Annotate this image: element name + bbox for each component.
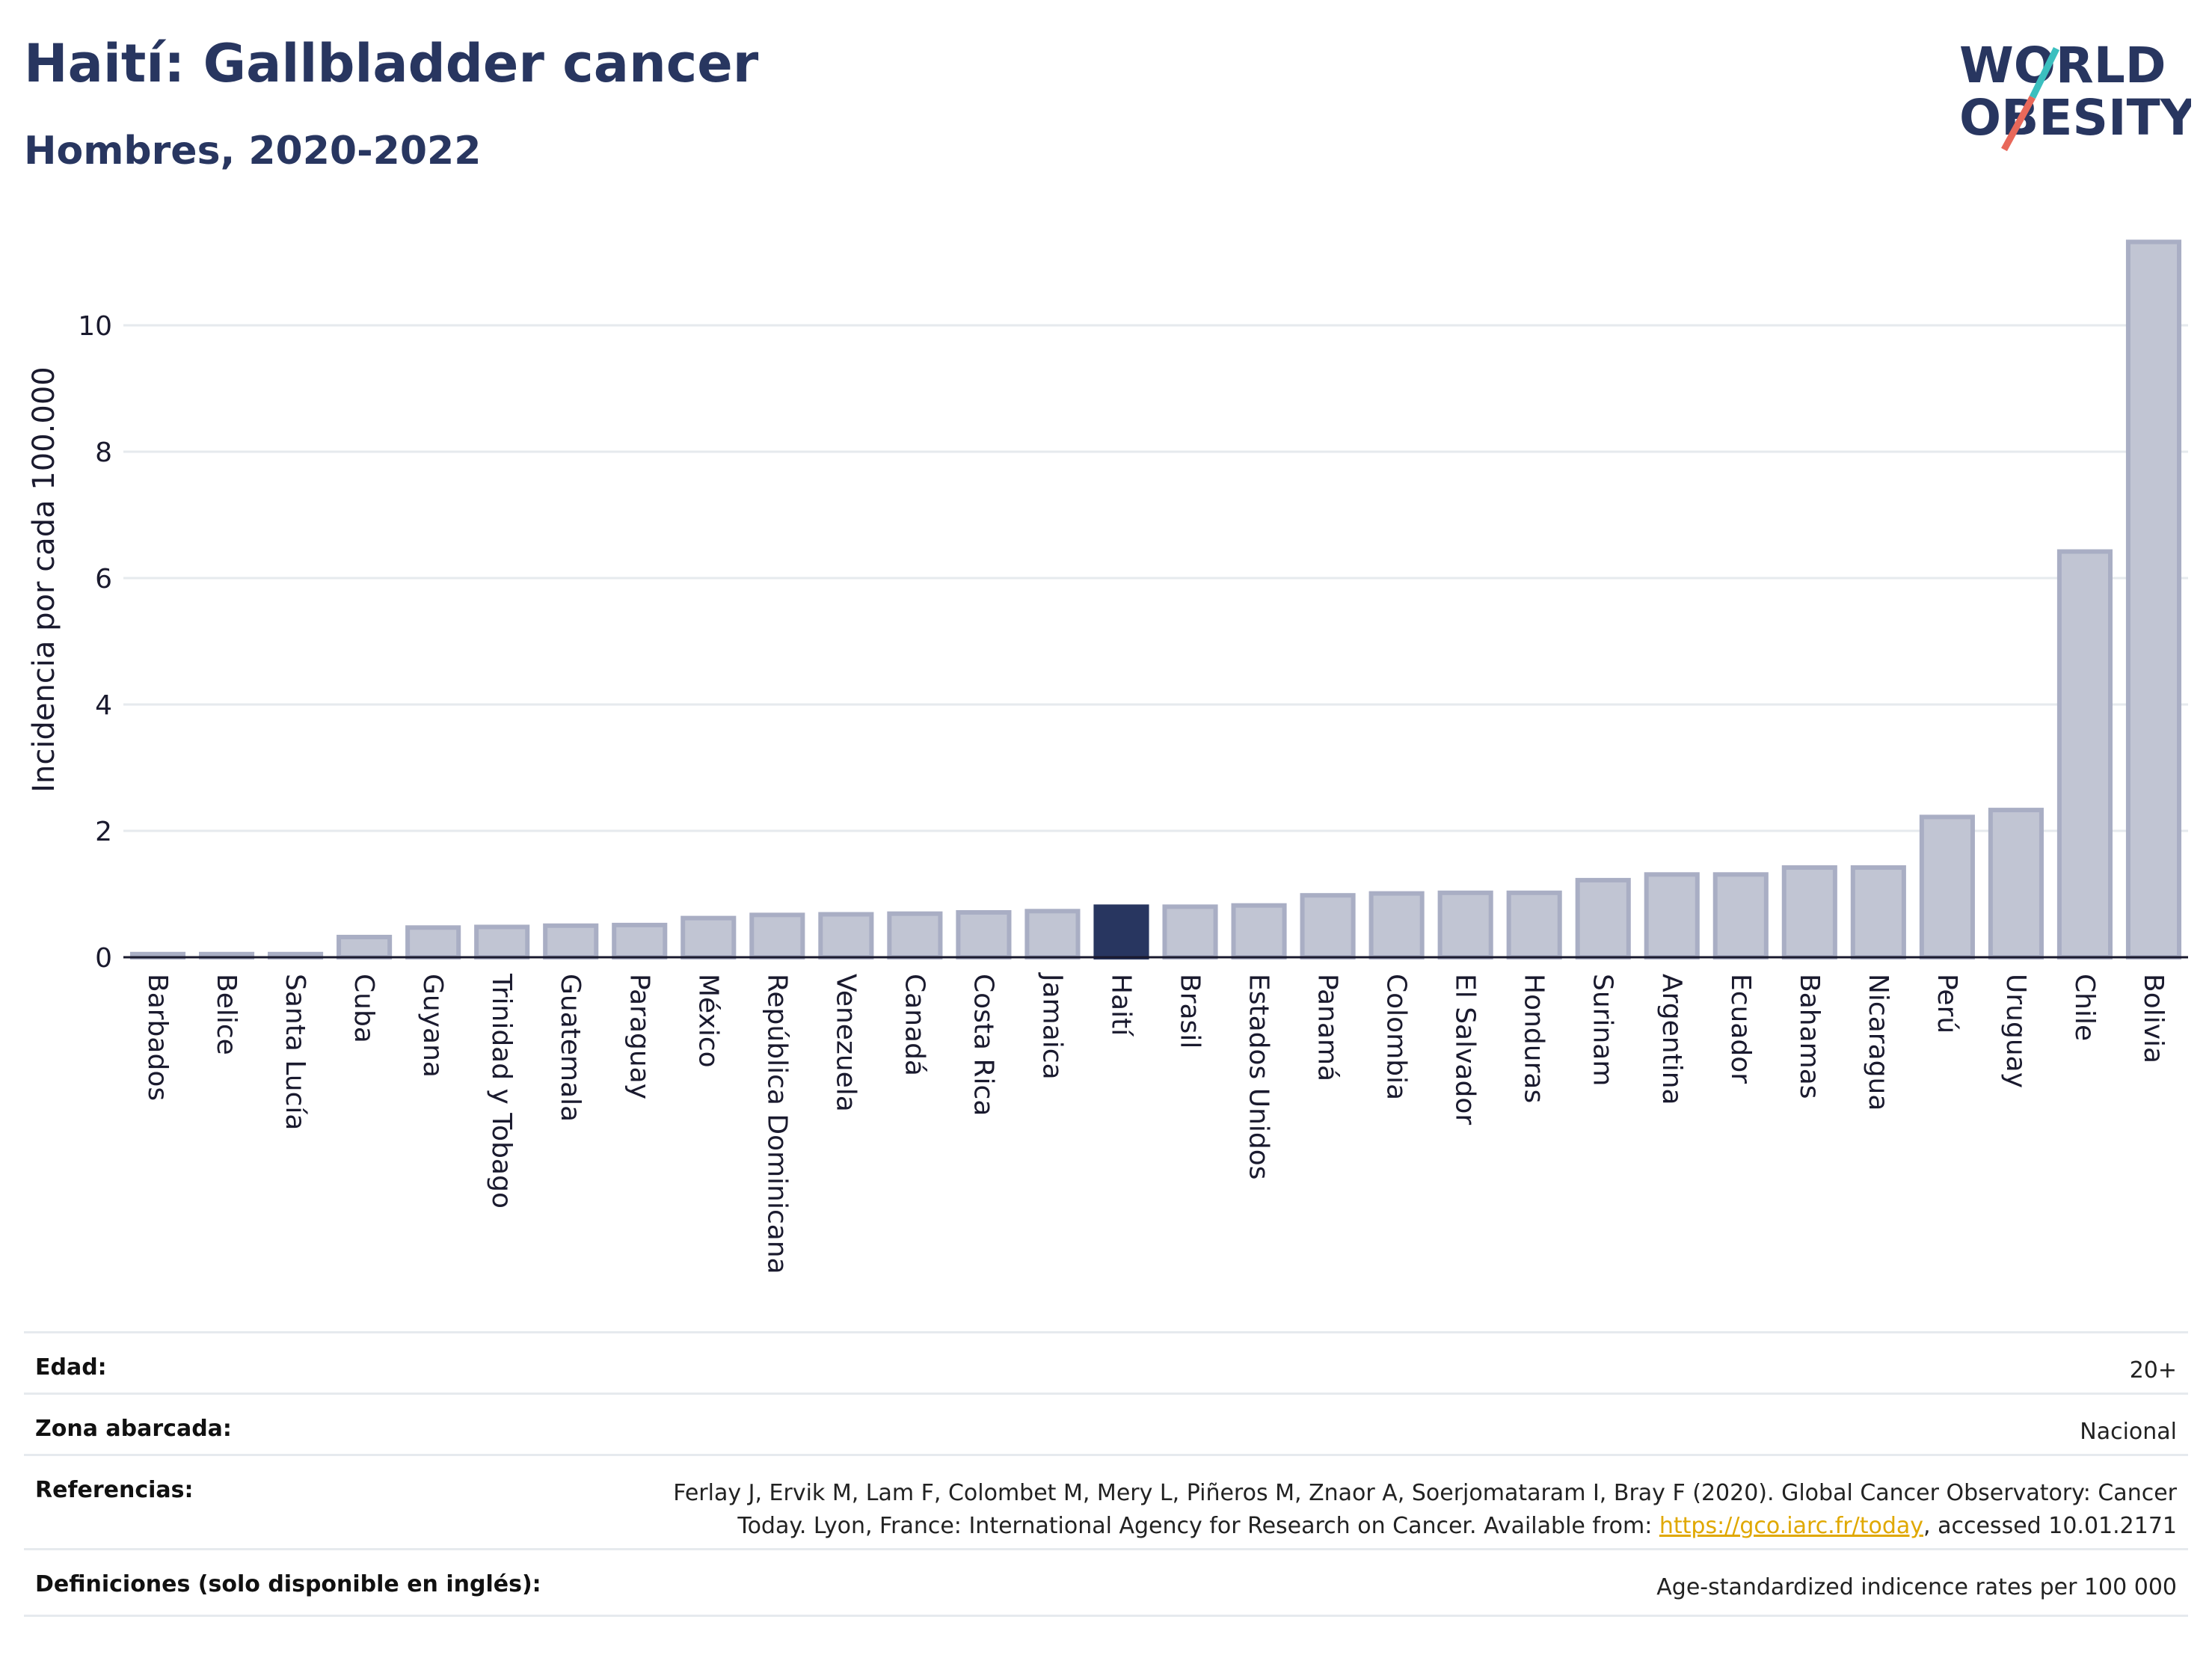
logo-slash-red xyxy=(2001,95,2036,152)
references-value: Ferlay J, Ervik M, Lam F, Colombet M, Me… xyxy=(606,1456,2188,1543)
x-tick-label: Venezuela xyxy=(830,974,861,1112)
x-tick-label: México xyxy=(692,974,723,1068)
references-label: Referencias: xyxy=(35,1477,194,1503)
references-text-1: Ferlay J, Ervik M, Lam F, Colombet M, Me… xyxy=(673,1480,2177,1539)
bar[interactable] xyxy=(1231,903,1287,960)
bar[interactable] xyxy=(1437,890,1493,959)
x-tick-label: Costa Rica xyxy=(968,974,998,1116)
bar[interactable] xyxy=(1024,909,1081,960)
info-row-definitions: Definiciones (solo disponible en inglés)… xyxy=(24,1548,2188,1617)
bars xyxy=(129,239,2182,960)
x-tick-label: Canadá xyxy=(899,974,930,1076)
logo-line2: OBESITY xyxy=(1959,89,2191,147)
x-tick-label: Santa Lucía xyxy=(280,974,310,1130)
bar[interactable] xyxy=(1919,814,1975,959)
x-tick-label: El Salvador xyxy=(1450,974,1481,1125)
grid-lines xyxy=(123,324,2188,832)
bar[interactable] xyxy=(1644,872,1700,959)
y-tick-label: 0 xyxy=(95,943,112,974)
x-tick-label: Trinidad y Tobago xyxy=(486,973,517,1209)
age-value: 20+ xyxy=(2129,1357,2177,1384)
x-tick-label: Surinam xyxy=(1588,974,1618,1086)
y-tick-label: 4 xyxy=(95,690,112,721)
x-tick-label: Paraguay xyxy=(624,974,654,1099)
bar[interactable] xyxy=(749,912,805,960)
x-tick-label: Argentina xyxy=(1656,974,1687,1105)
info-row-references: Referencias: Ferlay J, Ervik M, Lam F, C… xyxy=(24,1454,2188,1548)
bar[interactable] xyxy=(818,912,874,959)
y-tick-label: 6 xyxy=(95,564,112,595)
chart-title: Haití: Gallbladder cancer xyxy=(24,33,759,94)
bar[interactable] xyxy=(2056,549,2113,959)
info-row-age: Edad: 20+ xyxy=(24,1331,2188,1393)
bar[interactable] xyxy=(681,915,737,959)
x-tick-label: Estados Unidos xyxy=(1244,974,1274,1180)
x-tick-label: Panamá xyxy=(1312,974,1343,1081)
x-tick-label: Honduras xyxy=(1519,974,1549,1103)
x-tick-label: Barbados xyxy=(142,974,173,1101)
x-axis-labels: Barbados Belice Santa Lucía Cuba Guyana Trini… xyxy=(142,972,2169,1274)
x-tick-label: Belice xyxy=(211,974,242,1055)
bar[interactable] xyxy=(1368,891,1425,960)
y-axis-title: Incidencia por cada 100.000 xyxy=(27,366,61,793)
bar[interactable] xyxy=(887,911,943,960)
logo-slash-teal xyxy=(2029,47,2060,99)
definitions-value: Age-standardized indicence rates per 100… xyxy=(1656,1574,2177,1600)
age-label: Edad: xyxy=(35,1354,107,1381)
x-tick-label: Uruguay xyxy=(2000,974,2031,1088)
bar[interactable] xyxy=(1300,893,1356,959)
definitions-label: Definiciones (solo disponible en inglés)… xyxy=(35,1571,541,1597)
coverage-label: Zona abarcada: xyxy=(35,1416,232,1442)
x-tick-label: Brasil xyxy=(1175,974,1205,1048)
logo-line1: WORLD xyxy=(1959,37,2166,94)
x-tick-label: Haití xyxy=(1105,974,1136,1037)
bar[interactable] xyxy=(612,922,668,960)
x-tick-label: Bahamas xyxy=(1794,974,1825,1099)
x-tick-label: Chile xyxy=(2069,974,2100,1041)
x-tick-label: Ecuador xyxy=(1725,974,1756,1084)
world-obesity-logo: WORLD OBESITY xyxy=(1959,37,2191,152)
bar[interactable] xyxy=(956,910,1012,960)
x-tick-label: Perú xyxy=(1932,974,1962,1034)
info-row-coverage: Zona abarcada: Nacional xyxy=(24,1393,2188,1454)
chart-subtitle: Hombres, 2020-2022 xyxy=(24,129,482,174)
bar[interactable] xyxy=(1712,872,1769,959)
bar[interactable] xyxy=(1093,904,1149,960)
y-tick-label: 2 xyxy=(95,817,112,847)
bar[interactable] xyxy=(1850,865,1906,960)
y-axis-ticks: 0 2 4 6 8 10 xyxy=(78,311,112,974)
x-tick-label: Jamaica xyxy=(1036,972,1067,1080)
x-tick-label: Nicaragua xyxy=(1863,974,1893,1111)
bar[interactable] xyxy=(1575,877,1631,959)
x-tick-label: Guatemala xyxy=(555,974,586,1122)
bar[interactable] xyxy=(1162,904,1218,960)
bar[interactable] xyxy=(405,925,461,959)
x-tick-label: Guyana xyxy=(417,974,448,1078)
bar[interactable] xyxy=(1781,865,1837,960)
bar[interactable] xyxy=(1988,808,2044,959)
bar[interactable] xyxy=(2125,239,2182,959)
bar-chart: 0 2 4 6 8 10 Barbados Belice Santa Lucía Cuba Guy… xyxy=(27,239,2188,1274)
y-tick-label: 10 xyxy=(78,311,112,342)
x-tick-label: Bolivia xyxy=(2138,974,2169,1063)
references-link[interactable]: https://gco.iarc.fr/today xyxy=(1659,1513,1924,1539)
x-tick-label: Cuba xyxy=(348,974,379,1043)
bar[interactable] xyxy=(543,923,599,959)
references-text-2: , accessed 10.01.2171 xyxy=(1923,1513,2177,1539)
x-tick-label: República Dominicana xyxy=(761,974,792,1274)
coverage-value: Nacional xyxy=(2080,1419,2177,1445)
x-tick-label: Colombia xyxy=(1381,974,1412,1100)
bar[interactable] xyxy=(1506,890,1562,959)
y-tick-label: 8 xyxy=(95,437,112,468)
bar[interactable] xyxy=(474,924,530,960)
bar[interactable] xyxy=(337,934,393,960)
